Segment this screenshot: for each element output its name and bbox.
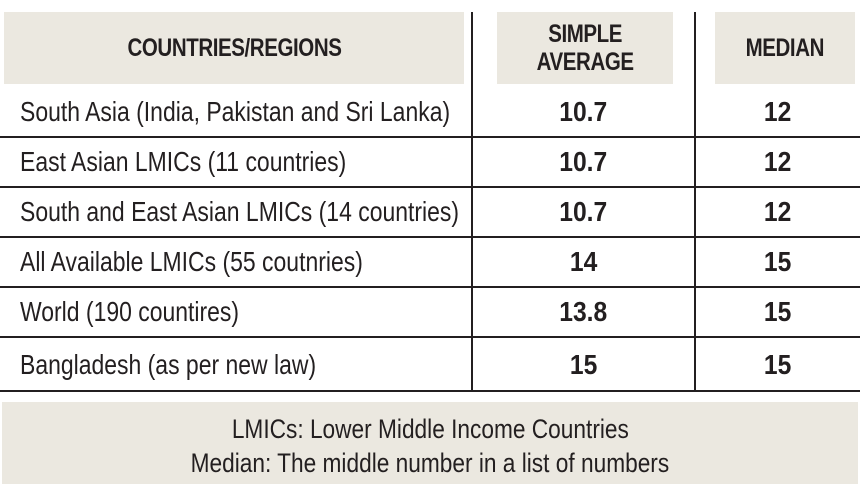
- country-cell: South Asia (India, Pakistan and Sri Lank…: [20, 96, 451, 127]
- average-cell: 10.7: [559, 146, 608, 177]
- average-cell: 13.8: [559, 296, 608, 327]
- header-simple-average: SIMPLE AVERAGE: [497, 12, 673, 84]
- footnote: LMICs: Lower Middle Income Countries Med…: [2, 402, 858, 484]
- table-row: Bangladesh (as per new law) 15 15: [0, 339, 860, 392]
- table-row: All Available LMICs (55 coutnries) 14 15: [0, 238, 860, 288]
- header-countries-regions: COUNTRIES/REGIONS: [4, 12, 464, 84]
- header-median-label: MEDIAN: [745, 34, 825, 62]
- header-average-line1: SIMPLE: [548, 20, 622, 48]
- header-median: MEDIAN: [715, 12, 855, 84]
- table-row: South Asia (India, Pakistan and Sri Lank…: [0, 88, 860, 138]
- header-countries-label: COUNTRIES/REGIONS: [126, 34, 341, 62]
- country-cell: Bangladesh (as per new law): [20, 348, 317, 380]
- average-cell: 10.7: [559, 96, 608, 127]
- country-cell: All Available LMICs (55 coutnries): [20, 246, 363, 277]
- data-table: COUNTRIES/REGIONS SIMPLE AVERAGE MEDIAN …: [0, 12, 860, 392]
- table-row: East Asian LMICs (11 countries) 10.7 12: [0, 138, 860, 188]
- median-cell: 12: [764, 196, 792, 227]
- column-divider: [471, 12, 473, 392]
- median-cell: 15: [764, 348, 792, 380]
- median-cell: 12: [764, 96, 792, 127]
- average-cell: 14: [569, 246, 598, 277]
- average-cell: 10.7: [559, 196, 608, 227]
- median-cell: 15: [764, 296, 792, 327]
- column-divider: [694, 12, 696, 392]
- median-cell: 12: [764, 146, 792, 177]
- average-cell: 15: [569, 348, 598, 380]
- median-cell: 15: [764, 246, 792, 277]
- country-cell: World (190 countires): [20, 296, 240, 327]
- footnote-median: Median: The middle number in a list of n…: [190, 448, 670, 478]
- footnote-lmics: LMICs: Lower Middle Income Countries: [231, 414, 629, 444]
- header-average-line2: AVERAGE: [536, 48, 634, 76]
- country-cell: South and East Asian LMICs (14 countries…: [20, 196, 460, 227]
- country-cell: East Asian LMICs (11 countries): [20, 146, 347, 177]
- table-row: South and East Asian LMICs (14 countries…: [0, 188, 860, 238]
- table-row: World (190 countires) 13.8 15: [0, 288, 860, 338]
